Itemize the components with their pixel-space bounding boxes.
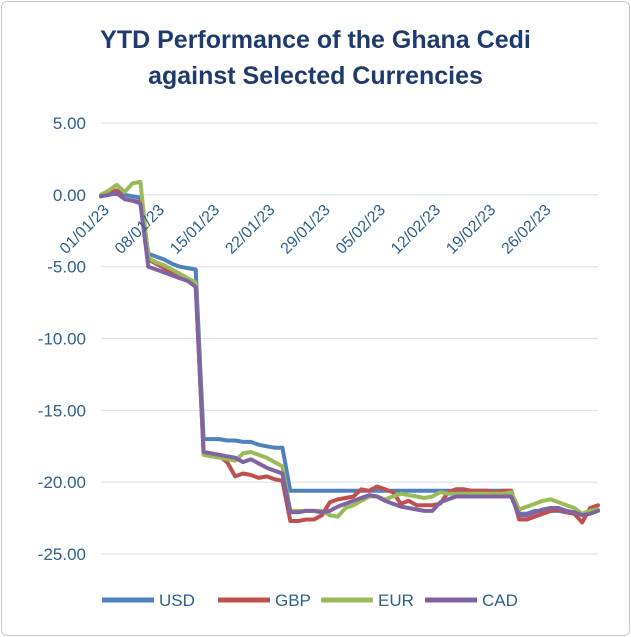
legend-label-gbp: GBP (275, 591, 311, 610)
y-tick-label: -5.00 (47, 258, 86, 277)
x-tick-label: 05/02/23 (333, 202, 389, 258)
legend-label-usd: USD (159, 591, 195, 610)
legend: USD GBP EUR CAD (102, 591, 518, 610)
x-tick-label: 12/02/23 (388, 202, 444, 258)
y-axis-ticks: 5.00 0.00 -5.00 -10.00 -15.00 -20.00 -25.00 (38, 114, 86, 564)
y-tick-label: -20.00 (38, 473, 86, 492)
x-axis-ticks: 01/01/23 08/01/23 15/01/23 22/01/23 29/01/23… (57, 202, 555, 258)
legend-label-cad: CAD (482, 591, 518, 610)
y-tick-label: -25.00 (38, 545, 86, 564)
legend-label-eur: EUR (378, 591, 414, 610)
series-line-cad (99, 191, 600, 518)
y-tick-label: -10.00 (38, 330, 86, 349)
chart-title-line-2: against Selected Currencies (148, 62, 483, 90)
x-tick-label: 01/01/23 (57, 202, 113, 258)
y-tick-label: -15.00 (38, 401, 86, 420)
x-tick-label: 19/02/23 (443, 202, 499, 258)
y-tick-label: 5.00 (53, 114, 86, 133)
series-lines (99, 179, 600, 525)
x-tick-label: 26/02/23 (499, 202, 555, 258)
chart-title: YTD Performance of the Ghana Cedi agains… (0, 22, 631, 94)
x-tick-label: 15/01/23 (167, 202, 223, 258)
chart-title-line-1: YTD Performance of the Ghana Cedi (100, 26, 531, 54)
x-tick-label: 29/01/23 (278, 202, 334, 258)
x-tick-label: 22/01/23 (222, 202, 278, 258)
y-tick-label: 0.00 (53, 186, 86, 205)
